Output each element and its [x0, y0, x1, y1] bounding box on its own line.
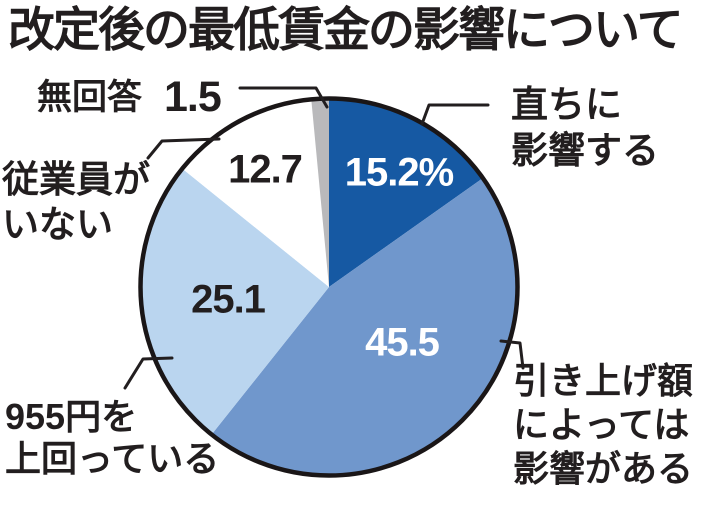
callout-label-above-955: 955円を 上回っている: [5, 396, 220, 479]
pie-slice-no-employees: [182, 99, 329, 287]
callout-label-immediate: 直ちに 影響する: [511, 84, 659, 171]
slice-value-above-955: 25.1: [191, 277, 266, 322]
pie-slice-above-955: [140, 168, 329, 435]
pie-slice-immediate: [329, 98, 483, 287]
callout-label-depends: 引き上げ額 によっては 影響がある: [513, 360, 694, 489]
callout-label-no-employees: 従業員が いない: [2, 159, 150, 245]
leader-line-no-answer: [238, 86, 329, 109]
callout-label-no-answer: 無回答: [37, 78, 143, 117]
pie-outline: [138, 96, 520, 478]
pie-slice-depends: [211, 178, 518, 476]
slice-value-immediate: 15.2%: [344, 150, 454, 195]
pie-slices: [140, 98, 518, 476]
pie-slice-no-answer: [311, 98, 329, 287]
page-title: 改定後の最低賃金の影響について: [8, 3, 684, 56]
slice-value-depends: 45.5: [365, 320, 440, 365]
leader-line-immediate: [420, 103, 490, 126]
leader-line-above-955: [123, 356, 174, 390]
slice-value-no-employees: 12.7: [228, 147, 303, 192]
leader-line-no-employees: [146, 137, 221, 160]
callout-value-no-answer: 1.5: [164, 73, 222, 121]
leader-line-depends: [499, 339, 525, 370]
